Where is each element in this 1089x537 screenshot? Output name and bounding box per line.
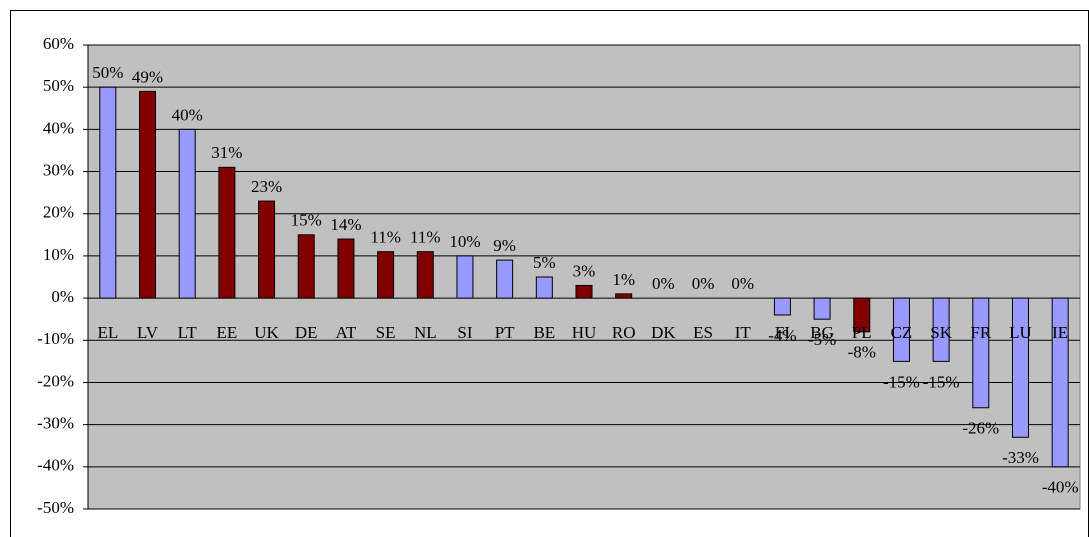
- y-tick-label: -20%: [37, 371, 74, 390]
- data-label: 40%: [172, 105, 203, 124]
- bar: [456, 255, 474, 299]
- bar: [496, 259, 514, 299]
- data-label: 14%: [330, 215, 361, 234]
- bar: [377, 251, 395, 299]
- data-label: 23%: [251, 177, 282, 196]
- x-tick-label: CZ: [891, 323, 913, 342]
- y-tick-label: 40%: [43, 118, 74, 137]
- x-tick-label: SE: [376, 323, 396, 342]
- data-label: -15%: [923, 372, 960, 391]
- bar: [99, 86, 117, 299]
- x-tick-label: LV: [137, 323, 159, 342]
- x-tick-label: IT: [735, 323, 752, 342]
- y-tick-label: -30%: [37, 414, 74, 433]
- bar: [575, 284, 593, 299]
- bar: [813, 297, 831, 320]
- data-label: 10%: [449, 232, 480, 251]
- data-label: 0%: [652, 274, 675, 293]
- bar: [139, 90, 157, 299]
- data-label: 3%: [573, 261, 596, 280]
- x-tick-label: AT: [336, 323, 357, 342]
- y-tick-label: -50%: [37, 498, 74, 517]
- y-tick-label: 20%: [43, 203, 74, 222]
- x-tick-label: NL: [414, 323, 437, 342]
- y-tick-label: 10%: [43, 245, 74, 264]
- y-tick-label: -10%: [37, 329, 74, 348]
- bar: [1011, 297, 1029, 438]
- data-label: 0%: [692, 274, 715, 293]
- data-label: 1%: [612, 270, 635, 289]
- bar: [258, 200, 276, 299]
- x-tick-label: HU: [572, 323, 597, 342]
- bar: [972, 297, 990, 409]
- x-tick-label: FR: [970, 323, 991, 342]
- x-tick-label: LU: [1009, 323, 1032, 342]
- x-tick-label: LT: [178, 323, 198, 342]
- data-label: -15%: [883, 372, 920, 391]
- data-label: 15%: [291, 211, 322, 230]
- data-label: -8%: [848, 343, 876, 362]
- data-label: -4%: [768, 326, 796, 345]
- y-tick-label: 0%: [51, 287, 74, 306]
- data-label: 50%: [92, 63, 123, 82]
- plot-area: [87, 44, 1081, 510]
- bar: [615, 293, 633, 299]
- x-tick-label: PT: [495, 323, 515, 342]
- data-label: -33%: [1002, 448, 1039, 467]
- bar: [932, 297, 950, 362]
- bar: [892, 297, 910, 362]
- x-tick-label: DK: [651, 323, 676, 342]
- data-label: 49%: [132, 67, 163, 86]
- bar: [297, 234, 315, 299]
- data-label: -5%: [808, 330, 836, 349]
- bar: [535, 276, 553, 299]
- bar: [773, 297, 791, 316]
- y-tick-label: -40%: [37, 456, 74, 475]
- data-label: 11%: [370, 228, 401, 247]
- data-label: 31%: [211, 143, 242, 162]
- x-tick-label: EE: [216, 323, 237, 342]
- data-label: 9%: [493, 236, 516, 255]
- bar: [337, 238, 355, 299]
- data-label: 0%: [731, 274, 754, 293]
- x-tick-label: ES: [693, 323, 713, 342]
- x-tick-label: FI: [775, 323, 790, 342]
- data-label: 11%: [410, 228, 441, 247]
- bar: [416, 251, 434, 299]
- x-tick-label: SI: [457, 323, 472, 342]
- y-tick-label: 50%: [43, 76, 74, 95]
- x-tick-label: RO: [612, 323, 636, 342]
- y-tick-label: 30%: [43, 160, 74, 179]
- x-tick-label: BG: [810, 323, 834, 342]
- x-tick-label: UK: [254, 323, 279, 342]
- data-label: -40%: [1042, 478, 1079, 497]
- bar: [178, 128, 196, 299]
- x-tick-label: DE: [295, 323, 318, 342]
- x-tick-label: PL: [852, 323, 872, 342]
- bar: [1051, 297, 1069, 468]
- bar: [853, 297, 871, 333]
- data-label: -26%: [962, 419, 999, 438]
- x-tick-label: BE: [533, 323, 555, 342]
- x-tick-label: SK: [930, 323, 952, 342]
- data-label: 5%: [533, 253, 556, 272]
- x-tick-label: EL: [97, 323, 118, 342]
- y-tick-label: 60%: [43, 34, 74, 53]
- bar: [218, 166, 236, 299]
- x-tick-label: IE: [1052, 323, 1068, 342]
